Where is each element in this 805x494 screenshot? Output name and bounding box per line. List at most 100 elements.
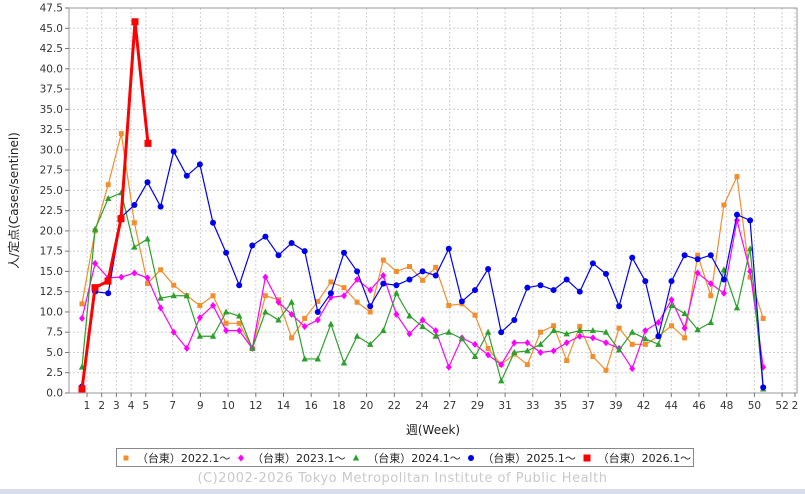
- data-point: [746, 245, 754, 252]
- data-point: [576, 288, 583, 295]
- data-point: [170, 292, 177, 299]
- data-point: [91, 284, 99, 292]
- data-point: [314, 308, 321, 315]
- data-point: [301, 323, 308, 331]
- data-point: [695, 252, 701, 258]
- data-point: [551, 323, 557, 329]
- legend-marker: [353, 454, 360, 460]
- data-point: [629, 365, 636, 373]
- data-point: [301, 248, 308, 255]
- series-4: [79, 148, 767, 391]
- data-point: [340, 359, 348, 366]
- x-axis-label: 週(Week): [406, 423, 460, 437]
- data-point: [471, 353, 479, 360]
- data-point: [354, 276, 361, 284]
- data-point: [498, 377, 505, 384]
- data-point: [707, 280, 714, 288]
- data-point: [157, 294, 164, 301]
- data-point: [105, 182, 111, 188]
- x-tick-label: 29: [471, 400, 484, 412]
- data-point: [445, 328, 452, 335]
- data-point: [615, 346, 623, 353]
- x-tick-label: 5: [142, 400, 149, 412]
- legend: （台東）2022.1～ （台東）2023.1～ （台東）2024.1～ （台東）202…: [116, 448, 694, 467]
- data-point: [655, 340, 662, 347]
- data-point: [327, 290, 334, 297]
- data-point: [458, 335, 466, 342]
- y-tick-label: 10.0: [40, 306, 63, 318]
- data-point: [681, 324, 688, 332]
- data-point: [445, 363, 452, 371]
- data-point: [262, 233, 269, 240]
- data-point: [144, 235, 151, 242]
- data-point: [538, 329, 543, 335]
- x-tick-label: 48: [720, 400, 733, 412]
- data-point: [131, 220, 137, 226]
- data-point: [354, 299, 360, 305]
- data-point: [393, 289, 400, 296]
- x-tick-label: 35: [554, 400, 567, 412]
- data-point: [472, 340, 478, 348]
- x-tick-label: 42: [637, 400, 650, 412]
- data-point: [236, 312, 243, 319]
- y-tick-label: 37.5: [40, 84, 63, 96]
- y-tick-label: 7.5: [46, 327, 63, 339]
- legend-label: （台東）2026.1～: [597, 451, 692, 465]
- data-point: [603, 339, 609, 347]
- data-point: [262, 293, 268, 299]
- x-tick-label: 3: [113, 400, 120, 412]
- data-point: [183, 344, 190, 352]
- data-point: [393, 310, 400, 318]
- x-tick-label: 52: [775, 400, 788, 412]
- data-point: [367, 303, 374, 310]
- data-point: [747, 274, 753, 280]
- data-point: [275, 252, 282, 259]
- y-tick-label: 20.0: [40, 225, 63, 237]
- x-tick-label: 33: [526, 400, 539, 412]
- data-point: [433, 264, 439, 270]
- data-point: [432, 272, 439, 279]
- y-tick-label: 32.5: [40, 124, 63, 136]
- data-point: [419, 323, 426, 330]
- data-point: [472, 287, 478, 294]
- data-point: [157, 203, 164, 210]
- data-point: [419, 316, 426, 324]
- data-point: [131, 269, 138, 277]
- legend-label: （台東）2024.1～: [367, 451, 461, 465]
- y-tick-label: 0.0: [46, 388, 63, 400]
- data-point: [629, 341, 635, 347]
- data-point: [458, 298, 465, 305]
- data-point: [576, 332, 583, 340]
- x-tick-label: 24: [415, 400, 429, 412]
- data-point: [669, 323, 674, 329]
- y-tick-label: 30.0: [40, 144, 63, 156]
- data-point: [393, 268, 399, 274]
- data-point: [681, 252, 688, 259]
- data-point: [353, 454, 360, 460]
- data-point: [747, 217, 754, 224]
- data-point: [563, 276, 570, 283]
- data-point: [262, 308, 269, 315]
- data-point: [301, 355, 308, 362]
- data-point: [407, 264, 412, 270]
- x-tick-label: 44: [665, 400, 679, 412]
- data-point: [117, 215, 125, 223]
- data-point: [721, 202, 727, 208]
- data-point: [629, 328, 636, 335]
- bottom-bar: [0, 489, 805, 494]
- data-point: [406, 330, 413, 338]
- data-point: [341, 285, 347, 291]
- series-layer: [78, 18, 767, 393]
- data-point: [760, 384, 767, 391]
- series-2: [79, 216, 767, 373]
- data-point: [468, 454, 475, 461]
- data-point: [79, 301, 85, 307]
- data-point: [314, 316, 321, 324]
- legend-marker: [238, 454, 245, 461]
- data-point: [78, 385, 86, 393]
- data-point: [432, 327, 439, 335]
- y-tick-label: 42.5: [40, 43, 63, 55]
- data-point: [589, 260, 596, 267]
- y-tick-label: 22.5: [40, 205, 63, 217]
- x-tick-label: 39: [609, 400, 622, 412]
